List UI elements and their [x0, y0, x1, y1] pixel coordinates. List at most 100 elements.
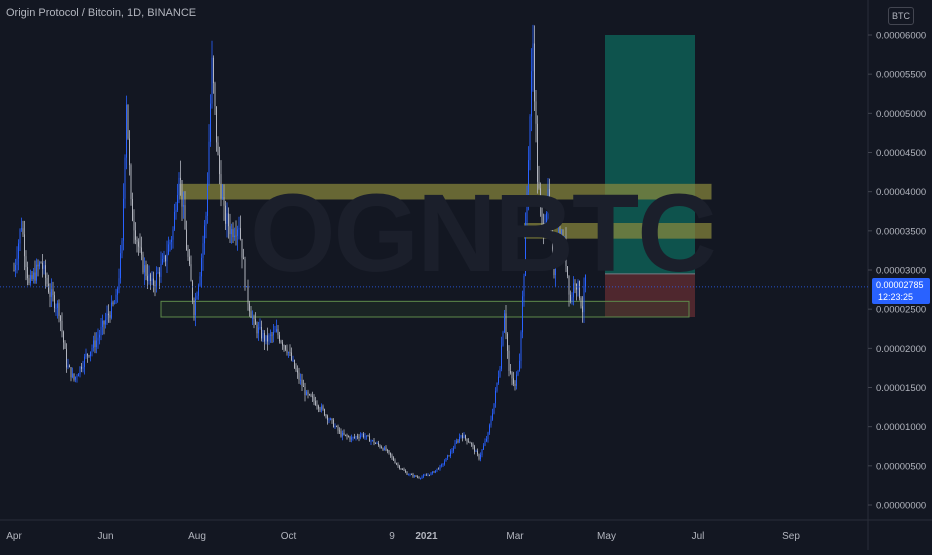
candle-body: [385, 447, 387, 451]
candle-body: [417, 476, 418, 478]
candle-body: [502, 332, 504, 346]
candle-body: [214, 83, 216, 107]
candle-body: [426, 474, 427, 476]
candle-body: [19, 229, 21, 244]
candle-body: [378, 443, 379, 446]
candle-body: [288, 352, 289, 353]
candle-body: [66, 348, 67, 368]
candle-body: [261, 327, 262, 339]
x-tick-label: Jun: [97, 531, 113, 542]
candle-body: [283, 345, 285, 347]
candle-body: [136, 239, 138, 242]
candle-body: [15, 264, 16, 271]
candle-body: [546, 213, 547, 225]
candle-body: [171, 239, 172, 242]
candle-body: [133, 220, 135, 231]
candle-body: [168, 244, 169, 255]
candle-body: [553, 244, 555, 276]
candle-body: [408, 474, 409, 476]
y-tick-label: 0.00004500: [876, 148, 926, 159]
candle-body: [123, 198, 124, 241]
candle-body: [88, 355, 90, 357]
candle-body: [234, 235, 235, 238]
candle-body: [235, 235, 237, 237]
candle-body: [526, 192, 528, 223]
candle-body: [198, 285, 199, 296]
candle-body: [96, 340, 97, 348]
currency-button[interactable]: BTC: [888, 7, 914, 25]
x-tick-label: 9: [389, 531, 395, 542]
candle-body: [82, 366, 84, 369]
y-tick-label: 0.00005500: [876, 70, 926, 81]
candle-body: [459, 436, 460, 442]
candle-body: [342, 432, 343, 437]
candle-body: [535, 101, 537, 124]
candle-body: [184, 205, 186, 230]
candle-body: [294, 359, 295, 369]
candle-body: [574, 283, 576, 285]
candle-body: [481, 449, 483, 455]
candle-body: [312, 396, 313, 398]
candle-body: [496, 382, 498, 391]
candle-body: [562, 237, 564, 249]
candle-body: [262, 333, 264, 339]
candle-body: [79, 366, 81, 375]
candle-body: [373, 440, 375, 444]
candle-body: [232, 229, 234, 238]
candle-body: [190, 264, 192, 282]
candle-body: [337, 426, 339, 431]
candle-body: [60, 315, 61, 321]
resistance-zone: [524, 223, 712, 239]
candle-body: [493, 403, 495, 414]
candle-body: [420, 478, 421, 479]
candle-body: [240, 228, 241, 240]
candle-body: [324, 409, 325, 416]
candle-body: [462, 435, 463, 439]
candle-body: [181, 179, 183, 207]
candle-body: [565, 238, 567, 267]
candle-body: [549, 189, 550, 213]
candle-body: [144, 265, 145, 273]
candle-body: [208, 141, 210, 184]
candle-body: [87, 353, 88, 356]
candle-body: [550, 212, 552, 227]
candle-body: [406, 472, 408, 475]
candle-body: [58, 303, 60, 316]
candle-body: [582, 306, 583, 313]
candle-body: [453, 448, 454, 451]
candle-body: [412, 474, 414, 477]
candle-body: [435, 470, 436, 473]
candle-body: [423, 475, 424, 477]
candle-body: [285, 345, 286, 350]
candle-body: [501, 345, 502, 369]
candle-body: [318, 405, 319, 409]
candle-body: [55, 307, 57, 309]
candle-body: [250, 311, 252, 318]
candle-body: [547, 189, 549, 214]
candle-body: [514, 383, 516, 386]
candle-body: [490, 419, 492, 426]
candle-body: [163, 255, 165, 259]
candle-body: [195, 298, 196, 316]
candle-body: [54, 295, 55, 309]
candle-body: [387, 450, 388, 452]
x-tick-label: Sep: [782, 531, 800, 542]
candle-body: [388, 450, 390, 453]
candle-body: [34, 272, 36, 281]
candle-body: [70, 367, 72, 378]
candle-body: [222, 197, 223, 199]
candle-body: [220, 174, 222, 199]
candle-body: [544, 224, 546, 233]
stop-zone: [605, 273, 695, 317]
support-zone: [160, 300, 690, 318]
candle-body: [244, 259, 246, 288]
candle-body: [309, 394, 310, 396]
candle-body: [298, 372, 300, 380]
candle-body: [415, 475, 417, 477]
candle-body: [73, 373, 75, 380]
candle-body: [580, 298, 582, 307]
candle-body: [570, 294, 571, 302]
candle-body: [186, 229, 187, 250]
